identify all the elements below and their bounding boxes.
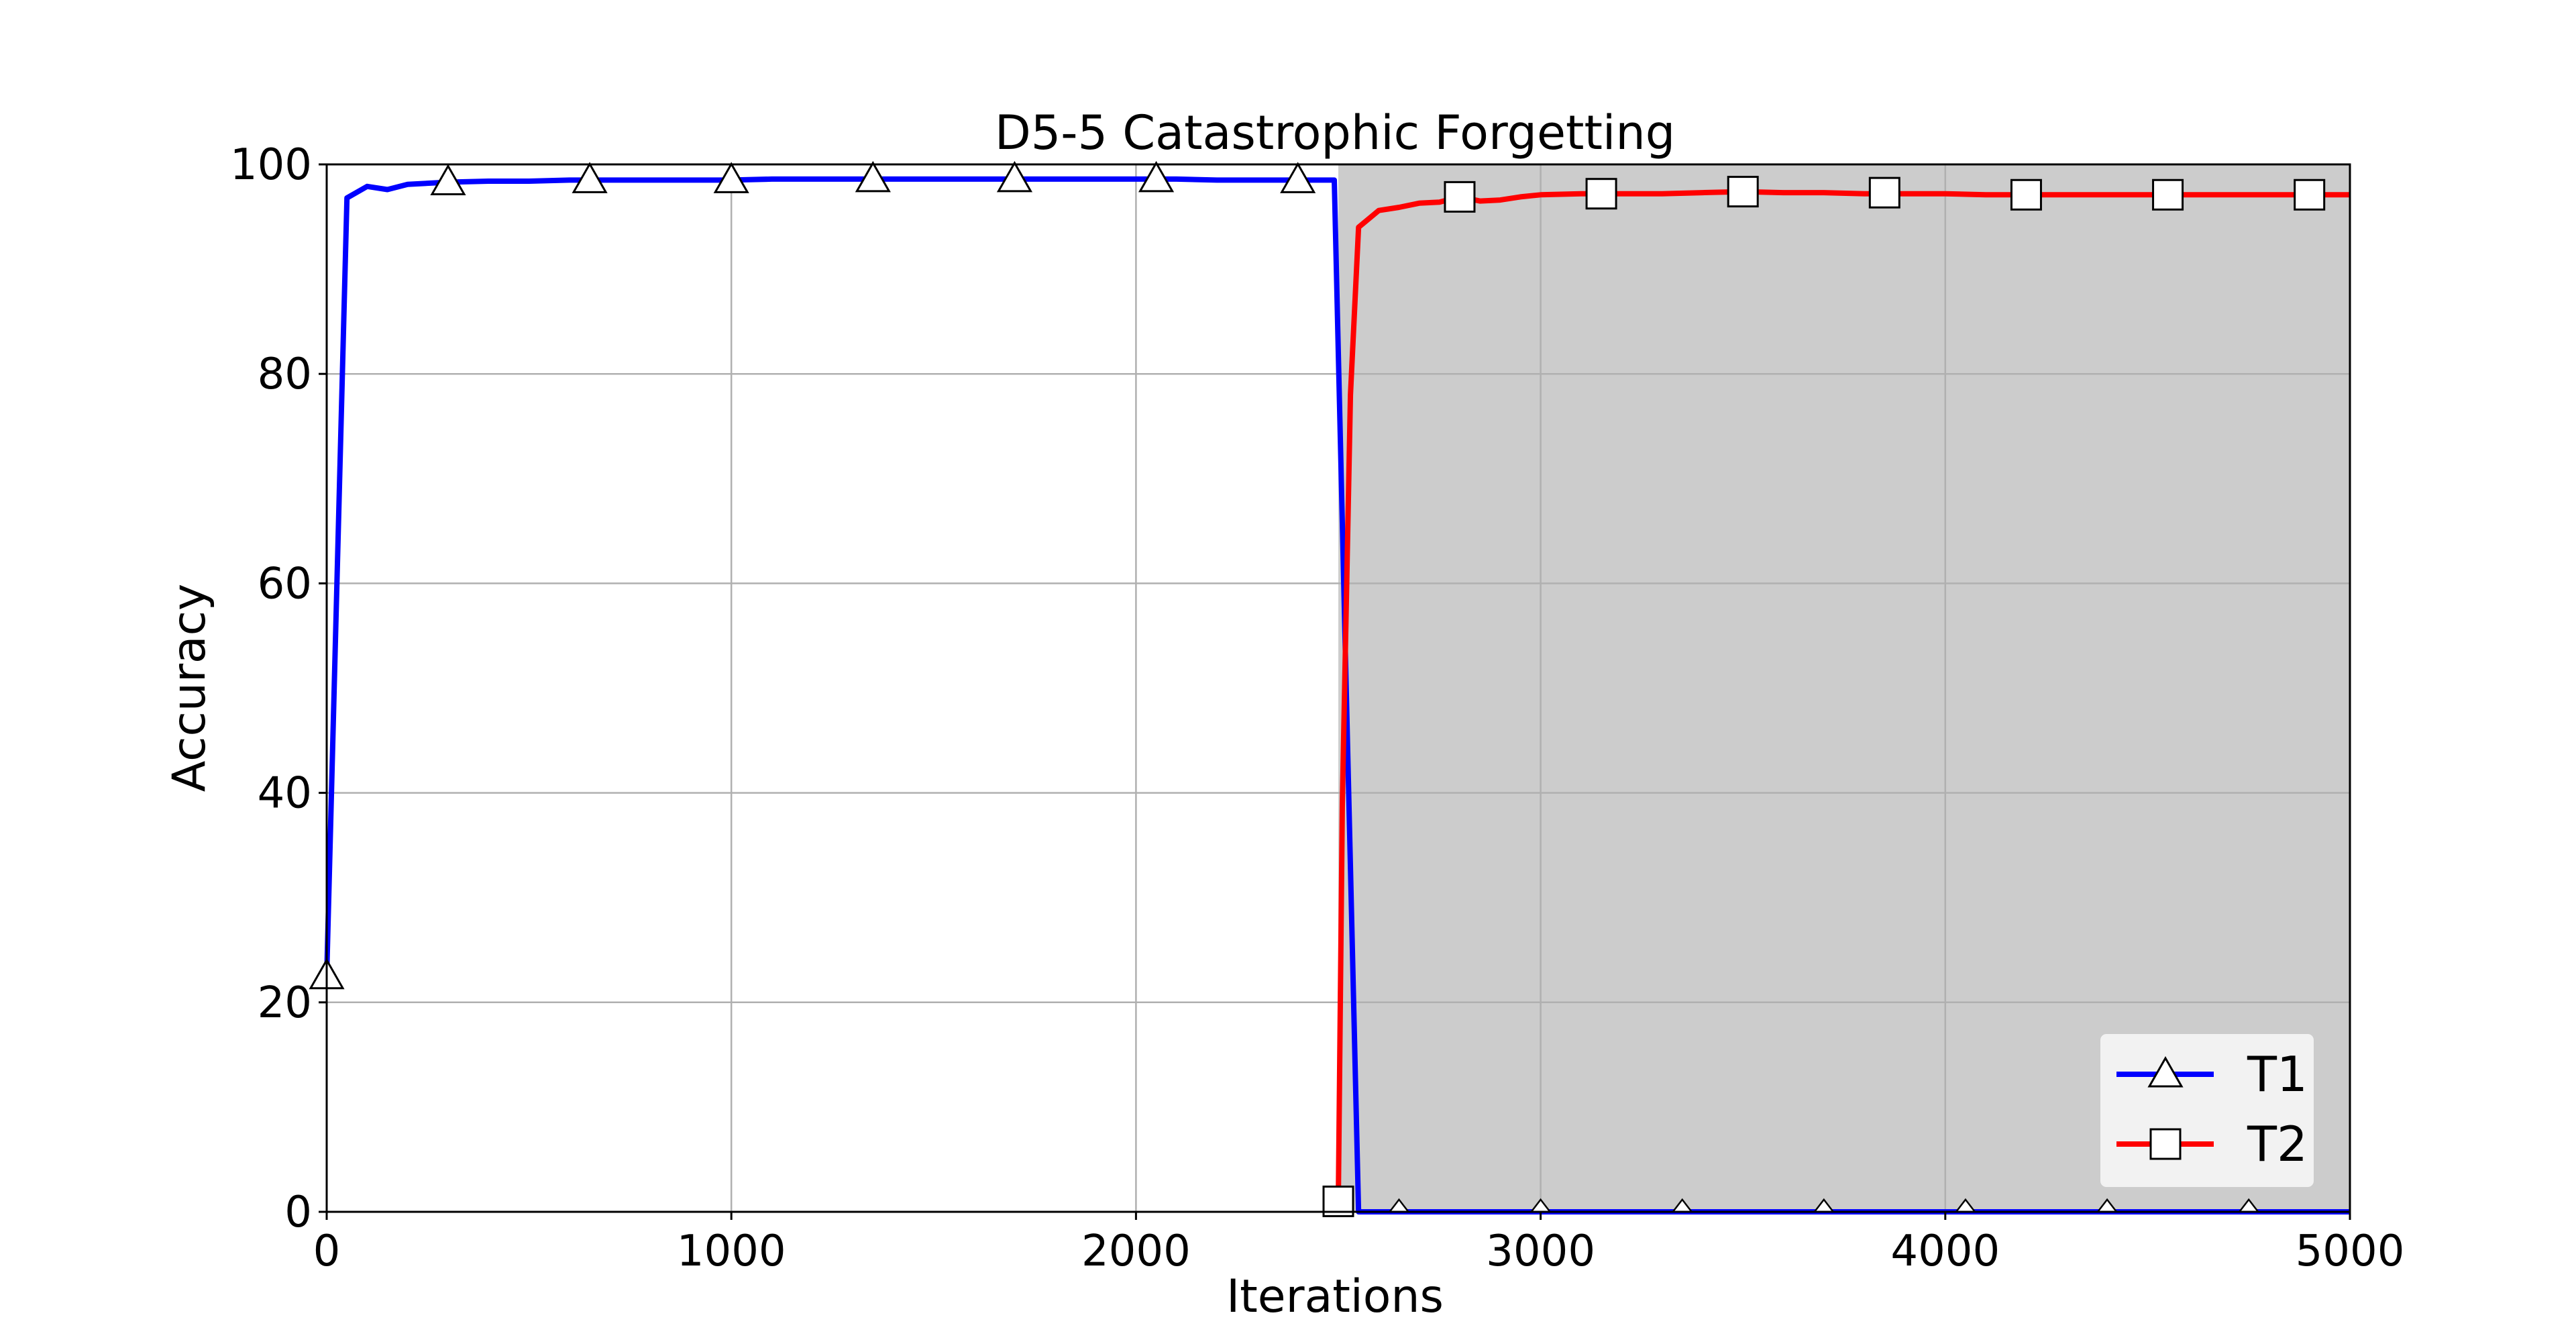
legend: T1 T2	[2099, 1033, 2315, 1188]
y-tick-label: 0	[284, 1188, 312, 1237]
x-tick-label: 0	[313, 1227, 341, 1276]
x-tick-label: 5000	[2296, 1227, 2405, 1276]
y-tick-label: 60	[258, 559, 312, 609]
y-tick-label: 100	[230, 140, 312, 190]
legend-marker-shape	[2149, 1128, 2182, 1160]
y-tick-label: 80	[258, 350, 312, 399]
y-tick-label: 20	[258, 978, 312, 1028]
plot-frame	[325, 163, 2351, 1213]
data-point-t2	[1727, 176, 1759, 208]
series-line-t2	[1336, 189, 2350, 1202]
data-point-t1	[572, 162, 608, 193]
data-point-t2	[1585, 178, 1617, 210]
data-point-t2	[2152, 178, 2184, 211]
chart-title: D5-5 Catastrophic Forgetting	[995, 105, 1675, 160]
legend-t1-label: T1	[2247, 1046, 2308, 1102]
data-point-t1	[713, 162, 749, 193]
data-point-t1	[1138, 160, 1175, 193]
legend-t2-label: T2	[2247, 1116, 2308, 1172]
tick-layer: 0 1000 2000 3000 4000 5000 0 20 40 60 80 100	[230, 140, 2405, 1276]
x-tick-label: 4000	[1890, 1227, 2000, 1276]
x-axis-title: Iterations	[1226, 1270, 1444, 1323]
x-tick-label: 1000	[677, 1227, 786, 1276]
data-point-t1	[1280, 162, 1316, 193]
data-point-t2	[2010, 178, 2042, 211]
data-point-t2	[1444, 180, 1476, 213]
y-axis-title: Accuracy	[163, 584, 216, 792]
y-tick-label: 40	[258, 769, 312, 819]
data-point-t1	[855, 160, 891, 193]
legend-t1-triangle-icon	[2147, 1055, 2184, 1088]
x-tick-label: 2000	[1081, 1227, 1191, 1276]
data-point-t2	[2294, 178, 2326, 211]
legend-marker-shape	[2147, 1055, 2184, 1088]
data-point-t2	[1868, 176, 1900, 209]
legend-t2-square-icon	[2149, 1128, 2182, 1160]
data-point-t1	[430, 164, 466, 196]
x-tick-label: 3000	[1486, 1227, 1595, 1276]
marker-layer	[309, 160, 2326, 1217]
data-point-t1	[996, 160, 1033, 193]
